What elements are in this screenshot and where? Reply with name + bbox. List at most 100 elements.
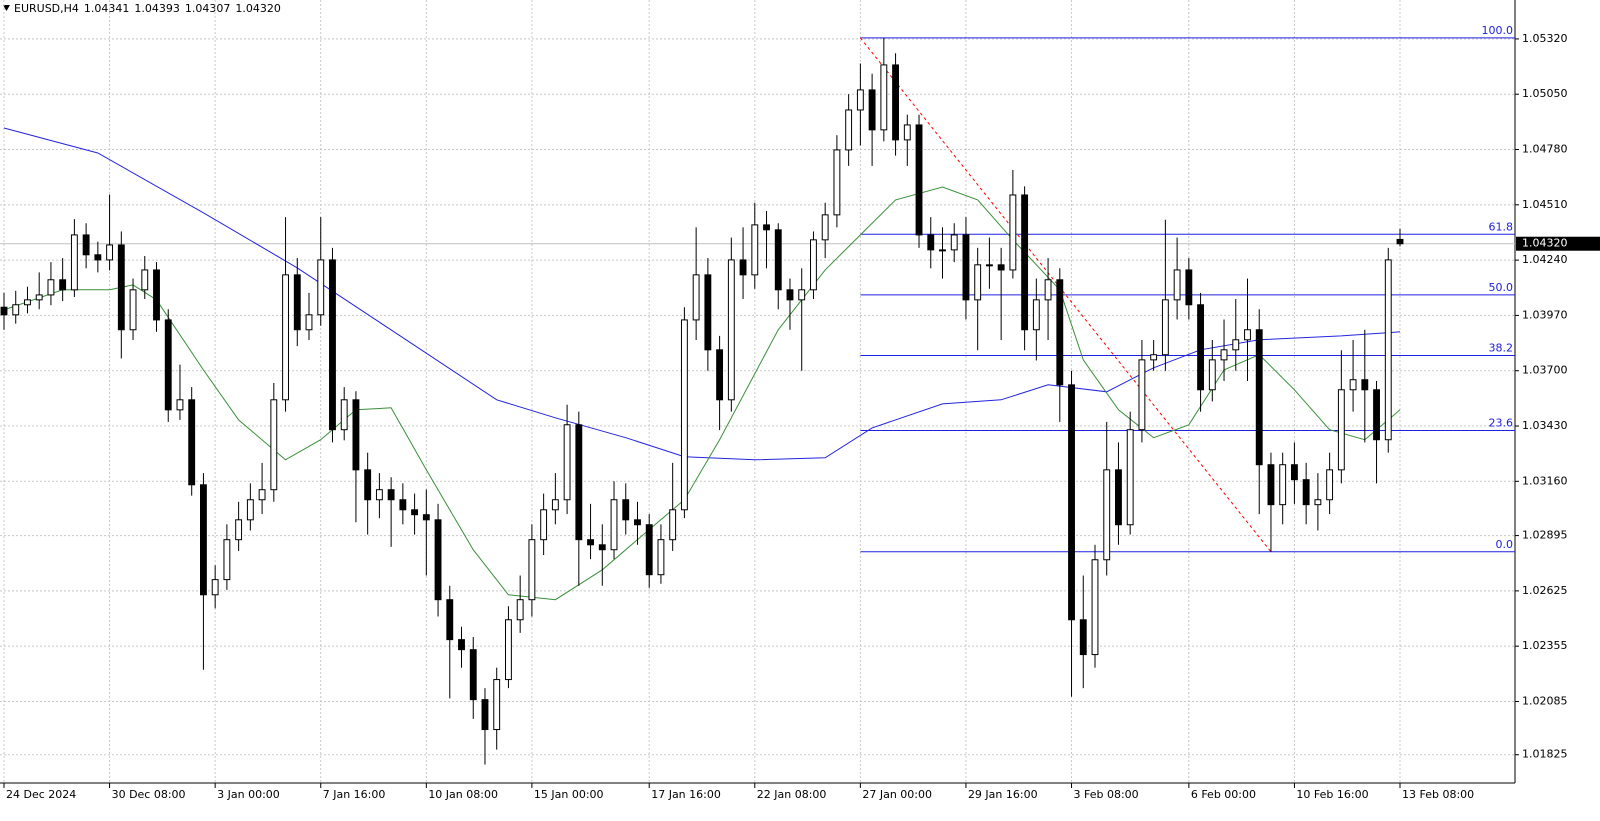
candle: [985, 237, 993, 289]
candle: [422, 489, 430, 576]
candle-body: [645, 524, 653, 576]
candle: [774, 223, 782, 310]
last-price-box: [1516, 236, 1600, 251]
candle: [692, 227, 700, 340]
candle-body: [516, 599, 524, 621]
candle: [47, 262, 55, 306]
candle-body: [1314, 499, 1322, 506]
candle: [411, 493, 419, 535]
y-tick-label: 1.04240: [1522, 253, 1568, 266]
candle-body: [1267, 464, 1275, 506]
candle: [352, 391, 360, 523]
candle: [962, 217, 970, 320]
candle: [59, 258, 67, 302]
candle: [1161, 219, 1169, 371]
candle: [1384, 247, 1392, 453]
candle: [129, 278, 137, 340]
candle-body: [1103, 469, 1111, 561]
candle-body: [692, 274, 700, 321]
candle: [915, 114, 923, 248]
candle: [786, 278, 794, 330]
x-tick-label: 22 Jan 08:00: [757, 788, 827, 801]
y-tick-label: 1.03700: [1522, 364, 1568, 377]
x-tick-label: 13 Feb 08:00: [1402, 788, 1474, 801]
fib-level-label: 100.0: [1482, 24, 1514, 37]
candle-body: [810, 239, 817, 291]
candle: [164, 309, 172, 422]
candle: [1056, 268, 1064, 422]
low-price: 1.04307: [185, 2, 231, 15]
candle-body: [903, 124, 911, 141]
fib-level-label: 50.0: [1489, 281, 1514, 294]
x-tick-label: 29 Jan 16:00: [968, 788, 1038, 801]
candle-body: [94, 254, 102, 261]
candle-body: [446, 599, 454, 641]
candle: [35, 272, 43, 310]
candle: [458, 626, 465, 668]
candle-body: [657, 539, 665, 576]
candle-body: [704, 274, 712, 351]
candle: [563, 404, 571, 515]
y-tick-label: 1.02355: [1522, 639, 1568, 652]
candle: [974, 247, 982, 351]
candle: [106, 194, 114, 271]
fib-level-label: 23.6: [1489, 417, 1514, 430]
candle-body: [716, 349, 724, 401]
candle: [282, 217, 289, 412]
candle-body: [939, 249, 946, 252]
candle: [375, 473, 383, 519]
candle: [1197, 292, 1205, 412]
candle: [1349, 339, 1357, 412]
candle: [1290, 442, 1298, 504]
candle: [1103, 421, 1111, 576]
candle: [364, 452, 372, 535]
candle: [1267, 452, 1275, 552]
candle: [1009, 169, 1017, 279]
candle-body: [1384, 259, 1392, 441]
candle: [235, 501, 243, 551]
x-tick-label: 30 Dec 08:00: [112, 788, 186, 801]
candle-body: [680, 319, 688, 511]
candle: [199, 473, 207, 670]
candle: [1044, 258, 1052, 340]
x-tick-label: 6 Feb 00:00: [1191, 788, 1256, 801]
candle-body: [798, 289, 806, 301]
candle-body: [117, 244, 125, 331]
candle-body: [1126, 429, 1134, 526]
candle-body: [974, 264, 982, 301]
candle-body: [551, 499, 559, 511]
candle: [446, 585, 454, 699]
candle: [434, 503, 442, 617]
candle: [340, 387, 348, 441]
candle: [1314, 473, 1322, 531]
candle-body: [739, 259, 747, 276]
candle-body: [727, 259, 735, 401]
high-price: 1.04393: [134, 2, 180, 15]
candle: [176, 364, 184, 420]
candle-body: [188, 399, 196, 486]
candle-body: [258, 489, 266, 501]
candle: [211, 565, 219, 609]
candle: [12, 290, 20, 324]
candle: [246, 483, 254, 531]
candle-body: [1150, 354, 1158, 361]
candle-body: [845, 109, 853, 151]
chart-header: EURUSD,H4 1.04341 1.04393 1.04307 1.04320: [14, 2, 281, 15]
candle: [680, 307, 688, 519]
x-tick-label: 3 Jan 00:00: [217, 788, 280, 801]
candle-body: [892, 64, 899, 141]
candle-body: [1255, 329, 1263, 466]
y-tick-label: 1.04510: [1522, 198, 1568, 211]
candle: [305, 292, 313, 340]
candle-body: [0, 306, 8, 316]
candle: [1126, 411, 1134, 535]
candle-body: [164, 319, 172, 411]
candle-body: [411, 509, 419, 516]
candle: [892, 53, 899, 156]
candle: [493, 667, 501, 750]
candle: [657, 524, 665, 584]
candle: [329, 247, 336, 443]
candle: [1361, 329, 1369, 443]
